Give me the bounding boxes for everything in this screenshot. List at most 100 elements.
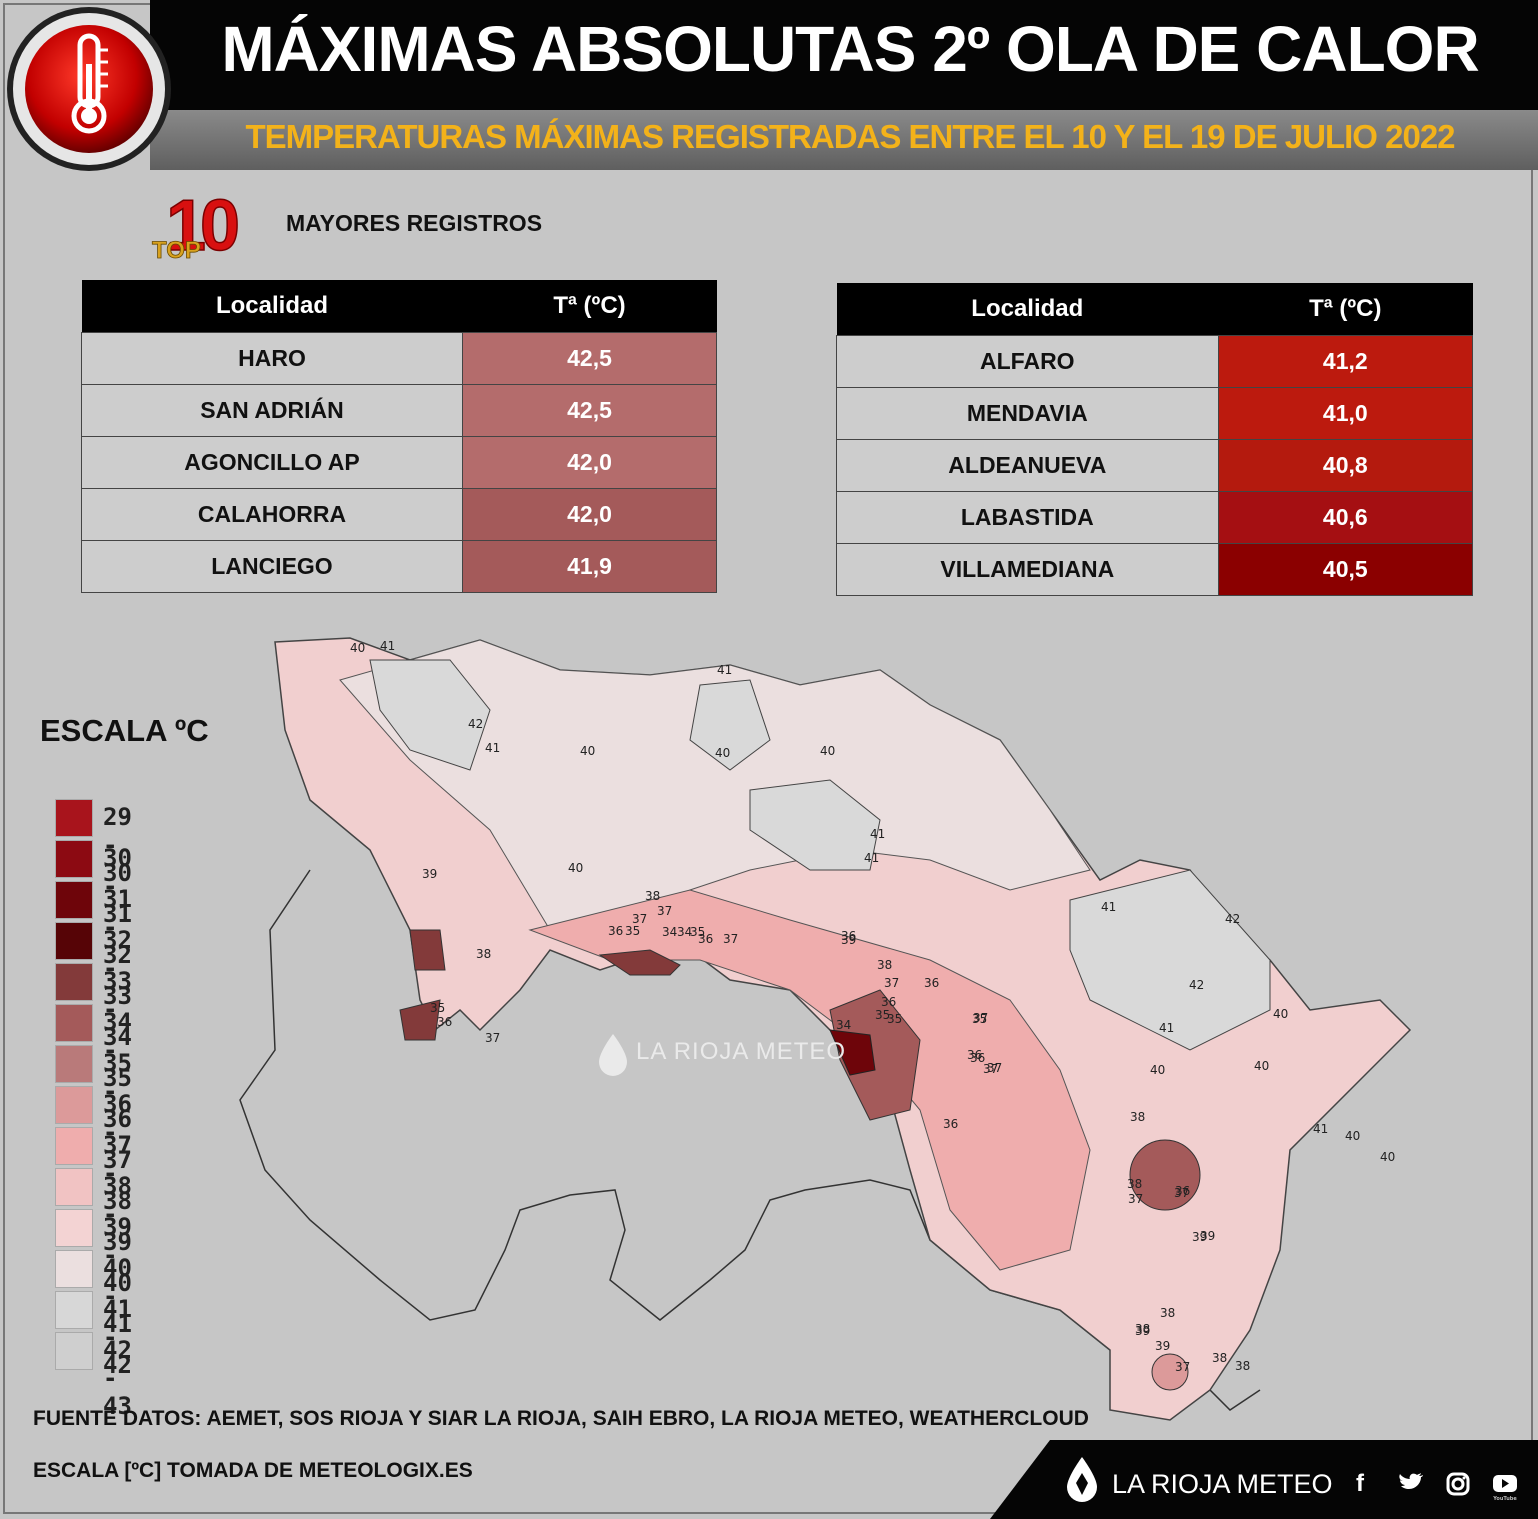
- temperature-cell: 41,2: [1217, 335, 1474, 388]
- scale-source: ESCALA [ºC] TOMADA DE METEOLOGIX.ES: [33, 1459, 473, 1482]
- temperature-cell: 42,0: [462, 488, 717, 541]
- isotherm-label: 35: [875, 1008, 890, 1022]
- watermark: LA RIOJA METEO: [636, 1038, 847, 1065]
- table-row: AGONCILLO AP 42,0: [81, 436, 717, 489]
- region-hot-southwest: [399, 999, 441, 1041]
- legend-swatch: [55, 1209, 93, 1247]
- brand-name: LA RIOJA METEO: [1112, 1469, 1333, 1499]
- region-hot-east: [829, 989, 921, 1121]
- brand-bar: [990, 1440, 1538, 1519]
- locality-cell: SAN ADRIÁN: [81, 384, 463, 437]
- isotherm-label: 34: [662, 925, 677, 939]
- isotherm-label: 36: [943, 1117, 958, 1131]
- legend-swatch: [55, 799, 93, 837]
- legend-swatch: [55, 881, 93, 919]
- isotherm-label: 39: [1192, 1230, 1207, 1244]
- region-36-pocket: [1129, 1139, 1201, 1211]
- isotherm-label: 36: [967, 1048, 982, 1062]
- isotherm-label: 41: [380, 639, 395, 653]
- instagram-icon[interactable]: [1446, 1472, 1470, 1496]
- region-warm-band: [528, 889, 1091, 1271]
- isotherm-label: 42: [468, 717, 483, 731]
- locality-cell: LABASTIDA: [836, 491, 1219, 544]
- legend-label: 39 - 40: [103, 1213, 132, 1297]
- legend-swatch: [55, 1045, 93, 1083]
- isotherm-label: 34: [677, 925, 692, 939]
- legend-label: 37 - 38: [103, 1131, 132, 1215]
- legend-label: 31 - 32: [103, 885, 132, 969]
- brand-logo-icon: [1067, 1457, 1097, 1502]
- legend-title: ESCALA ºC: [40, 713, 209, 748]
- isotherm-label: 39: [1200, 1229, 1215, 1243]
- region-north-band: [339, 639, 1091, 931]
- temperature-cell: 42,5: [462, 332, 717, 385]
- isotherm-label: 41: [864, 851, 879, 865]
- isotherm-label: 37: [1174, 1186, 1189, 1200]
- temperature-cell: 40,8: [1217, 439, 1474, 492]
- legend-swatch: [55, 1086, 93, 1124]
- isotherm-label: 35: [430, 1001, 445, 1015]
- header-bar: [150, 0, 1538, 110]
- locality-cell: ALDEANUEVA: [836, 439, 1219, 492]
- region-grey-haro: [369, 659, 491, 771]
- thermometer-icon: [7, 7, 171, 171]
- isotherm-label: 40: [1273, 1007, 1288, 1021]
- col-header-localidad: Localidad: [836, 283, 1219, 336]
- col-header-temperature: Tª (ºC): [462, 280, 717, 333]
- temperature-cell: 42,5: [462, 384, 717, 437]
- isotherm-label: 38: [1235, 1359, 1250, 1373]
- region-grey-east: [749, 779, 881, 871]
- data-sources: FUENTE DATOS: AEMET, SOS RIOJA Y SIAR LA…: [33, 1407, 1089, 1430]
- legend-label: 35 - 36: [103, 1049, 132, 1133]
- isotherm-label: 36: [924, 976, 939, 990]
- facebook-icon[interactable]: f: [1356, 1470, 1364, 1497]
- locality-cell: ALFARO: [836, 335, 1219, 388]
- temperature-cell: 40,5: [1217, 543, 1474, 596]
- isotherm-label: 39: [1135, 1324, 1150, 1338]
- legend-swatch: [55, 922, 93, 960]
- isotherm-label: 39: [422, 867, 437, 881]
- twitter-icon[interactable]: [1398, 1472, 1424, 1494]
- isotherm-label: 37: [1128, 1192, 1143, 1206]
- isotherm-label: 40: [350, 641, 365, 655]
- legend-swatch: [55, 1332, 93, 1370]
- temperature-cell: 40,6: [1217, 491, 1474, 544]
- region-37-pocket: [1151, 1353, 1189, 1391]
- table-row: ALFARO 41,2: [836, 335, 1474, 388]
- isotherm-label: 38: [1130, 1110, 1145, 1124]
- legend-swatch: [55, 1291, 93, 1329]
- isotherm-label: 42: [1225, 912, 1240, 926]
- isotherm-label: 35: [972, 1012, 987, 1026]
- locality-cell: CALAHORRA: [81, 488, 463, 541]
- water-drop-icon: [599, 1034, 627, 1076]
- isotherm-label: 37: [657, 904, 672, 918]
- locality-cell: AGONCILLO AP: [81, 436, 463, 489]
- table-row: MENDAVIA 41,0: [836, 387, 1474, 440]
- temperature-cell: 41,9: [462, 540, 717, 593]
- region-grey-far-east: [1069, 869, 1271, 1051]
- youtube-icon[interactable]: YouTube: [1492, 1474, 1518, 1502]
- isotherm-label: 36: [437, 1015, 452, 1029]
- legend-label: 42 - 43: [103, 1336, 132, 1420]
- isotherm-label: 35: [690, 925, 705, 939]
- isotherm-label: 38: [1135, 1322, 1150, 1336]
- isotherm-label: 40: [715, 746, 730, 760]
- legend-label: 29 - 30: [103, 803, 132, 887]
- isotherm-label: 37: [723, 932, 738, 946]
- col-header-temperature: Tª (ºC): [1218, 283, 1473, 336]
- region-grey-center: [689, 679, 771, 771]
- isotherm-label: 37: [1175, 1360, 1190, 1374]
- isotherm-label: 41: [1159, 1021, 1174, 1035]
- isotherm-label: 37: [983, 1062, 998, 1076]
- isotherm-label: 40: [1380, 1150, 1395, 1164]
- temperature-cell: 41,0: [1217, 387, 1474, 440]
- table-row: VILLAMEDIANA 40,5: [836, 543, 1474, 596]
- isotherm-label: 38: [1160, 1306, 1175, 1320]
- legend-label: 36 - 37: [103, 1090, 132, 1174]
- legend-swatch: [55, 1127, 93, 1165]
- legend-swatch: [55, 1168, 93, 1206]
- isotherm-label: 37: [632, 912, 647, 926]
- table-row: HARO 42,5: [81, 332, 717, 385]
- legend-label: 32 - 33: [103, 926, 132, 1010]
- table-row: CALAHORRA 42,0: [81, 488, 717, 541]
